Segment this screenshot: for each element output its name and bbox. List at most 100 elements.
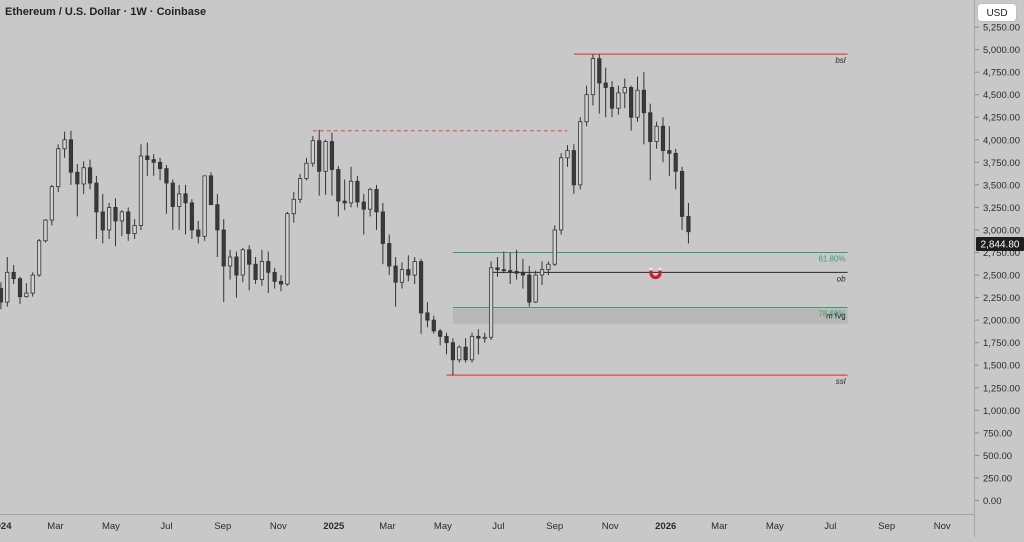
price-axis[interactable]: 0.00 250.00 500.00 750.00 1,000.00 1,250.00 1,… xyxy=(975,23,1020,507)
candle[interactable] xyxy=(196,220,201,244)
candle[interactable] xyxy=(151,154,156,176)
currency-button[interactable]: USD xyxy=(977,3,1017,22)
candle[interactable] xyxy=(444,332,449,355)
candle[interactable] xyxy=(189,199,194,239)
candle[interactable] xyxy=(183,184,188,235)
candle[interactable] xyxy=(113,198,118,247)
candle[interactable] xyxy=(431,315,436,334)
candle[interactable] xyxy=(43,219,48,243)
candle[interactable] xyxy=(132,219,137,239)
candle[interactable] xyxy=(686,202,691,244)
candle[interactable] xyxy=(119,210,124,237)
candle[interactable] xyxy=(291,192,296,223)
candle[interactable] xyxy=(227,249,233,280)
candle[interactable] xyxy=(81,161,86,194)
candle[interactable] xyxy=(234,251,239,298)
candle[interactable] xyxy=(177,184,182,230)
candle[interactable] xyxy=(565,145,570,167)
candle[interactable] xyxy=(387,234,392,276)
candle[interactable] xyxy=(438,329,443,346)
candle[interactable] xyxy=(368,187,373,217)
candle[interactable] xyxy=(87,159,93,190)
candle[interactable] xyxy=(278,275,284,292)
candle[interactable] xyxy=(272,267,277,289)
candle[interactable] xyxy=(501,251,506,274)
candle[interactable] xyxy=(285,211,290,286)
candle[interactable] xyxy=(418,258,424,334)
time-axis[interactable]: 2024 Mar May Jul Sep Nov 2025 Mar May Jul Sep Nov 20… xyxy=(0,521,951,532)
candle[interactable] xyxy=(342,179,347,211)
candle[interactable] xyxy=(495,257,500,277)
candle[interactable] xyxy=(202,175,207,241)
candle[interactable] xyxy=(37,238,42,277)
candle[interactable] xyxy=(527,266,532,307)
candle[interactable] xyxy=(399,262,405,289)
candle[interactable] xyxy=(164,165,169,214)
candle[interactable] xyxy=(75,164,80,217)
candle[interactable] xyxy=(539,261,545,285)
candle[interactable] xyxy=(648,103,653,181)
candle[interactable] xyxy=(559,153,564,235)
candle[interactable] xyxy=(508,252,513,285)
candle[interactable] xyxy=(514,249,519,280)
candle[interactable] xyxy=(673,148,678,190)
candle[interactable] xyxy=(56,144,61,193)
candle[interactable] xyxy=(622,78,627,109)
candle[interactable] xyxy=(629,85,634,131)
candle[interactable] xyxy=(68,130,74,185)
candle[interactable] xyxy=(215,193,220,257)
candle[interactable] xyxy=(412,257,417,285)
candle[interactable] xyxy=(578,117,583,190)
candle[interactable] xyxy=(317,129,322,196)
candle[interactable] xyxy=(361,193,366,235)
candle[interactable] xyxy=(609,81,615,118)
candle[interactable] xyxy=(126,207,131,241)
candle[interactable] xyxy=(635,76,640,122)
candle[interactable] xyxy=(355,175,360,208)
candle[interactable] xyxy=(107,202,112,239)
candle[interactable] xyxy=(425,302,430,328)
candle[interactable] xyxy=(100,193,105,244)
candle[interactable] xyxy=(584,85,589,127)
candle[interactable] xyxy=(298,174,303,203)
candle[interactable] xyxy=(259,249,265,286)
candle[interactable] xyxy=(266,251,271,294)
candle[interactable] xyxy=(520,258,526,289)
candle[interactable] xyxy=(24,283,29,298)
candle[interactable] xyxy=(603,67,608,118)
candle[interactable] xyxy=(450,338,455,376)
candle[interactable] xyxy=(679,166,685,230)
candle[interactable] xyxy=(406,255,411,282)
candle[interactable] xyxy=(157,157,163,181)
candle[interactable] xyxy=(0,282,4,310)
candle[interactable] xyxy=(616,85,621,115)
candle[interactable] xyxy=(374,184,379,230)
candle[interactable] xyxy=(482,332,487,343)
candle[interactable] xyxy=(597,54,602,114)
candle[interactable] xyxy=(221,219,226,303)
candle[interactable] xyxy=(310,136,315,167)
candle[interactable] xyxy=(5,257,10,307)
candle[interactable] xyxy=(476,329,481,355)
candle[interactable] xyxy=(17,276,23,304)
candle[interactable] xyxy=(571,144,576,194)
candle[interactable] xyxy=(641,72,646,145)
candle[interactable] xyxy=(170,179,175,230)
candle[interactable] xyxy=(488,261,494,340)
candle[interactable] xyxy=(552,225,557,267)
candle[interactable] xyxy=(138,144,144,230)
candle[interactable] xyxy=(590,54,596,106)
candle[interactable] xyxy=(94,175,99,239)
candle[interactable] xyxy=(469,332,475,363)
candle[interactable] xyxy=(457,345,462,363)
candle[interactable] xyxy=(145,142,150,176)
candle[interactable] xyxy=(660,117,666,163)
candle[interactable] xyxy=(304,157,309,181)
candle[interactable] xyxy=(533,270,538,303)
candle[interactable] xyxy=(208,172,214,206)
candle[interactable] xyxy=(654,121,659,149)
candle[interactable] xyxy=(348,166,354,208)
candle[interactable] xyxy=(329,132,335,196)
